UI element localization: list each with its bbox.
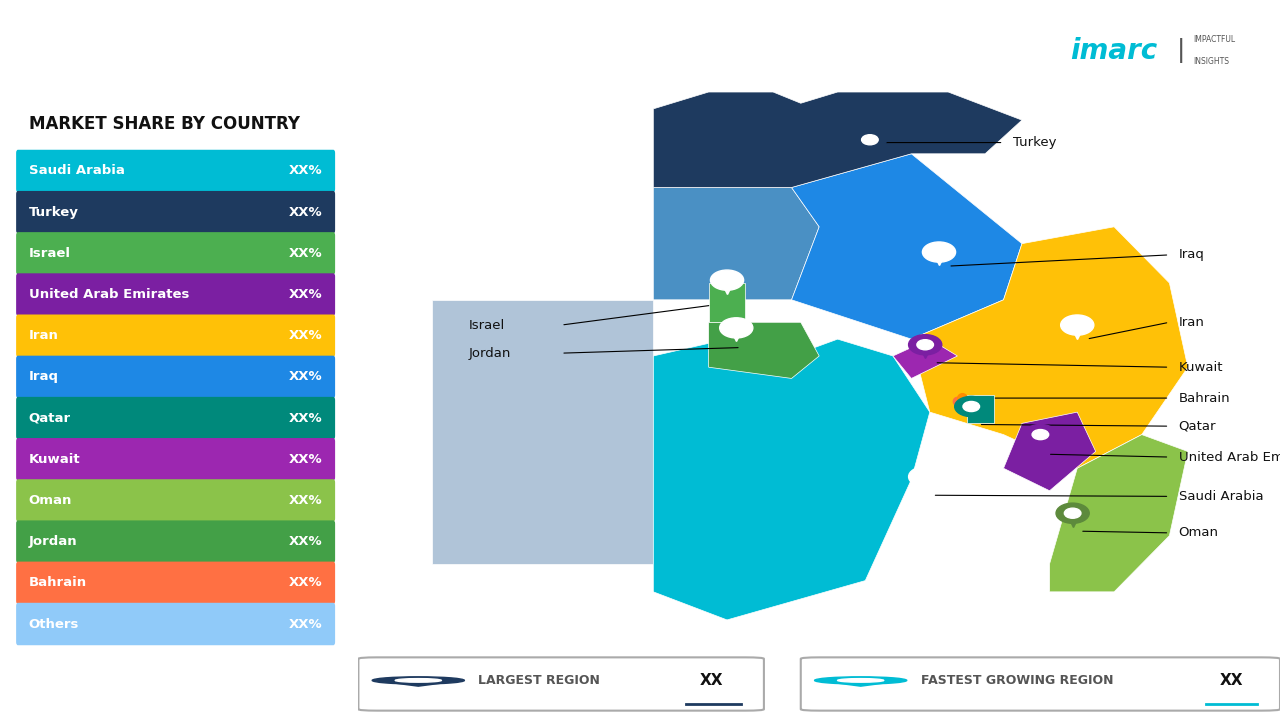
Circle shape — [1061, 315, 1094, 336]
Circle shape — [923, 242, 956, 262]
Text: Kuwait: Kuwait — [28, 453, 81, 466]
Text: XX%: XX% — [289, 535, 323, 548]
Text: Bahrain: Bahrain — [1179, 392, 1230, 405]
Polygon shape — [709, 323, 819, 379]
Text: United Arab Emirates: United Arab Emirates — [1179, 451, 1280, 464]
Circle shape — [1069, 320, 1085, 330]
Polygon shape — [791, 154, 1021, 339]
Text: Jordan: Jordan — [468, 346, 512, 360]
Polygon shape — [390, 683, 445, 687]
Polygon shape — [653, 339, 929, 620]
FancyBboxPatch shape — [17, 232, 335, 274]
FancyBboxPatch shape — [358, 657, 764, 711]
FancyBboxPatch shape — [801, 657, 1280, 711]
Text: Others: Others — [28, 618, 79, 631]
Text: XX%: XX% — [289, 206, 323, 219]
Circle shape — [814, 677, 906, 684]
FancyBboxPatch shape — [17, 603, 335, 645]
Text: XX%: XX% — [289, 453, 323, 466]
Polygon shape — [653, 92, 1021, 187]
Polygon shape — [833, 683, 888, 687]
Text: LARGEST REGION: LARGEST REGION — [479, 674, 600, 687]
Text: United Arab Emirates: United Arab Emirates — [28, 288, 189, 301]
Text: COUNTRY ANALYSIS: COUNTRY ANALYSIS — [471, 40, 809, 68]
Text: Saudi Arabia: Saudi Arabia — [1179, 490, 1263, 503]
Text: Israel: Israel — [468, 318, 506, 332]
Text: MARKET SHARE BY COUNTRY: MARKET SHARE BY COUNTRY — [28, 115, 300, 133]
Polygon shape — [653, 187, 819, 300]
Text: XX: XX — [699, 673, 723, 688]
Polygon shape — [911, 227, 1188, 468]
Circle shape — [861, 135, 878, 145]
Polygon shape — [1050, 435, 1188, 592]
FancyBboxPatch shape — [17, 438, 335, 480]
Circle shape — [1056, 503, 1089, 523]
Circle shape — [728, 323, 745, 333]
Text: Oman: Oman — [1179, 526, 1219, 539]
Circle shape — [909, 335, 942, 355]
Text: Jordan: Jordan — [28, 535, 77, 548]
Circle shape — [719, 275, 735, 285]
FancyBboxPatch shape — [17, 562, 335, 604]
FancyBboxPatch shape — [17, 191, 335, 233]
Circle shape — [963, 402, 979, 412]
Text: FASTEST GROWING REGION: FASTEST GROWING REGION — [920, 674, 1114, 687]
Text: XX%: XX% — [289, 576, 323, 590]
Circle shape — [1032, 430, 1048, 440]
FancyBboxPatch shape — [17, 521, 335, 563]
Text: XX: XX — [1220, 673, 1244, 688]
FancyBboxPatch shape — [17, 356, 335, 398]
Text: XX%: XX% — [289, 247, 323, 260]
FancyBboxPatch shape — [17, 397, 335, 439]
Circle shape — [396, 678, 442, 683]
Circle shape — [955, 397, 988, 417]
Text: Turkey: Turkey — [28, 206, 78, 219]
Circle shape — [916, 340, 933, 350]
Text: Oman: Oman — [28, 494, 72, 507]
Text: Qatar: Qatar — [28, 412, 70, 425]
Text: Bahrain: Bahrain — [28, 576, 87, 590]
FancyBboxPatch shape — [17, 150, 335, 192]
Text: XX%: XX% — [289, 370, 323, 384]
Text: Iraq: Iraq — [28, 370, 59, 384]
Circle shape — [916, 472, 933, 482]
Polygon shape — [433, 300, 653, 564]
Text: Saudi Arabia: Saudi Arabia — [28, 164, 124, 178]
Circle shape — [372, 677, 465, 684]
Circle shape — [719, 318, 753, 338]
Text: Turkey: Turkey — [1012, 136, 1056, 149]
FancyBboxPatch shape — [17, 315, 335, 357]
Circle shape — [854, 130, 887, 150]
Text: XX%: XX% — [289, 288, 323, 301]
Circle shape — [710, 270, 744, 290]
Text: |: | — [1176, 38, 1185, 63]
Text: INSIGHTS: INSIGHTS — [1193, 58, 1229, 66]
Text: IMPACTFUL: IMPACTFUL — [1193, 35, 1235, 44]
Polygon shape — [966, 395, 995, 423]
Circle shape — [909, 467, 942, 487]
Text: XX%: XX% — [289, 412, 323, 425]
Text: Iran: Iran — [28, 329, 59, 342]
Text: Israel: Israel — [28, 247, 70, 260]
Circle shape — [1065, 508, 1080, 518]
Text: Iran: Iran — [1179, 316, 1204, 329]
Polygon shape — [709, 283, 745, 323]
Text: XX%: XX% — [289, 329, 323, 342]
Polygon shape — [893, 339, 957, 379]
FancyBboxPatch shape — [17, 480, 335, 522]
Circle shape — [1024, 425, 1057, 445]
Text: Kuwait: Kuwait — [1179, 361, 1224, 374]
Text: imarc: imarc — [1070, 37, 1157, 65]
FancyBboxPatch shape — [17, 274, 335, 316]
Circle shape — [837, 678, 883, 683]
Text: Qatar: Qatar — [1179, 420, 1216, 433]
Circle shape — [931, 247, 947, 257]
Text: Iraq: Iraq — [1179, 248, 1204, 261]
Text: XX%: XX% — [289, 494, 323, 507]
Polygon shape — [1004, 412, 1096, 491]
Text: XX%: XX% — [289, 164, 323, 178]
Text: XX%: XX% — [289, 618, 323, 631]
